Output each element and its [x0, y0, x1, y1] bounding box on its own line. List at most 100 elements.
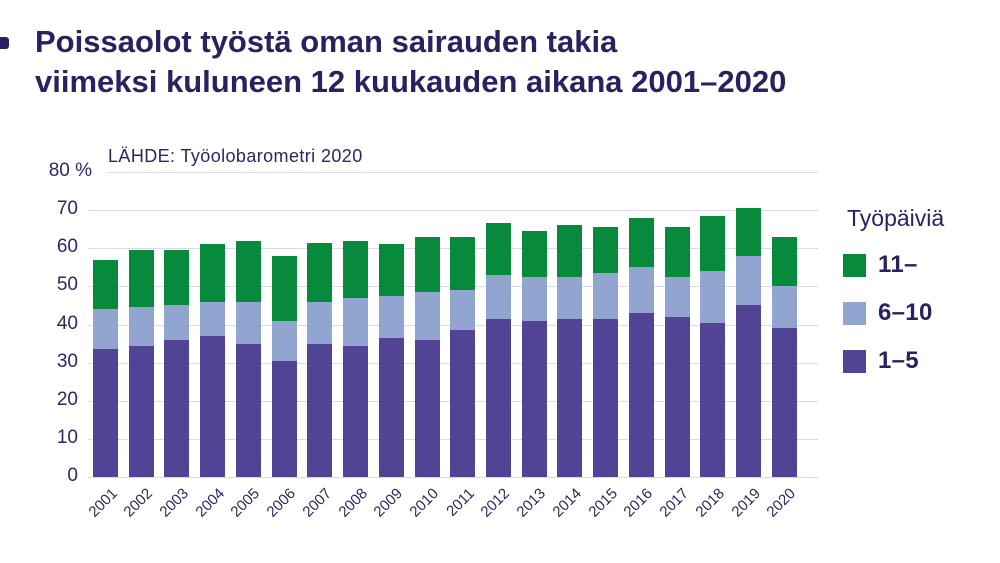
- y-tick-label-0: 0: [67, 465, 78, 486]
- bar-segment-2015-6–10: [593, 273, 619, 319]
- y-tick-label-60: 60: [56, 236, 78, 258]
- bar-segment-2020-11–: [771, 236, 797, 287]
- gridline-70: [88, 210, 818, 212]
- bar-segment-2005-11–: [235, 240, 261, 302]
- y-tick-label-10: 10: [56, 426, 78, 448]
- bar-segment-2007-1–5: [307, 343, 333, 477]
- x-tick-label-2020: 2020: [763, 485, 800, 521]
- legend-item-6–10: 6–10: [843, 299, 933, 327]
- gridline-0: [88, 477, 818, 478]
- y-tick-label-30: 30: [56, 350, 78, 372]
- bar-segment-2008-6–10: [343, 297, 368, 346]
- bar-segment-2002-6–10: [128, 307, 154, 346]
- bar-segment-2002-1–5: [128, 345, 154, 477]
- legend-swatch-icon: [843, 349, 866, 373]
- bar-segment-2001-6–10: [93, 309, 118, 350]
- x-tick-label-2014: 2014: [549, 485, 585, 521]
- bar-segment-2007-11–: [307, 242, 333, 302]
- x-tick-label-2004: 2004: [192, 485, 228, 521]
- bar-segment-2016-11–: [628, 217, 654, 268]
- x-tick-label-2010: 2010: [406, 485, 443, 521]
- bar-segment-2012-11–: [485, 223, 511, 275]
- bar-segment-2017-6–10: [664, 276, 690, 317]
- source-label: LÄHDE: Työolobarometri 2020: [108, 146, 363, 166]
- x-tick-label-2008: 2008: [334, 485, 371, 521]
- bar-segment-2011-11–: [450, 236, 476, 291]
- bar-segment-2003-11–: [164, 250, 190, 306]
- y-tick-label-50: 50: [56, 274, 78, 296]
- bar-segment-2009-1–5: [378, 337, 404, 477]
- bar-segment-2010-6–10: [414, 292, 440, 340]
- legend-title: Työpäiviä: [847, 205, 945, 231]
- bar-segment-2002-11–: [128, 250, 154, 308]
- bar-segment-2012-6–10: [485, 275, 511, 319]
- x-tick-label-2002: 2002: [120, 485, 157, 521]
- bar-segment-2006-1–5: [271, 360, 297, 477]
- bar-segment-2003-6–10: [164, 305, 190, 340]
- bar-segment-2011-1–5: [450, 330, 476, 477]
- bar-segment-2006-11–: [271, 255, 297, 321]
- x-tick-label-2012: 2012: [477, 485, 514, 521]
- x-tick-label-2015: 2015: [584, 485, 621, 521]
- x-tick-label-2013: 2013: [513, 485, 550, 521]
- y-tick-label-20: 20: [56, 388, 78, 410]
- bar-segment-2014-11–: [557, 225, 583, 277]
- bar-segment-2015-11–: [593, 227, 619, 273]
- bar-segment-2019-1–5: [736, 305, 761, 477]
- bar-segment-2008-11–: [343, 240, 368, 298]
- bar-segment-2018-6–10: [700, 271, 726, 323]
- bar-segment-2010-11–: [414, 236, 440, 293]
- bar-segment-2014-6–10: [557, 276, 583, 319]
- bar-segment-2007-6–10: [307, 301, 333, 344]
- bar-segment-2005-6–10: [235, 301, 261, 344]
- bar-segment-2013-6–10: [521, 276, 547, 321]
- bar-segment-2009-6–10: [378, 295, 404, 338]
- legend-swatch-icon: [843, 301, 866, 325]
- chart-title: Poissaolot työstä oman sairauden takia v…: [35, 22, 786, 101]
- chart-title-line-2: viimeksi kuluneen 12 kuukauden aikana 20…: [35, 63, 787, 99]
- x-tick-label-2005: 2005: [227, 485, 264, 521]
- legend: Työpäiviä 11– 6–10 1–5: [843, 205, 993, 385]
- bar-segment-2013-1–5: [521, 320, 547, 477]
- legend-item-label: 11–: [878, 251, 918, 278]
- bar-segment-2001-1–5: [93, 349, 118, 477]
- y-tick-label-80: 80 %: [48, 160, 92, 181]
- y-tick-label-70: 70: [56, 198, 78, 220]
- bar-segment-2019-6–10: [736, 255, 761, 306]
- bar-segment-2004-6–10: [200, 301, 226, 336]
- bar-segment-2019-11–: [736, 208, 761, 256]
- bar-segment-2020-1–5: [771, 328, 797, 477]
- x-tick-label-2009: 2009: [370, 485, 407, 521]
- plot-area: 2001 2002 2003 2004 2005 2006 2007 2008 2009 2010…: [85, 172, 818, 521]
- bar-segment-2017-1–5: [664, 316, 690, 477]
- x-tick-label-2016: 2016: [620, 485, 657, 521]
- x-tick-label-2019: 2019: [727, 485, 764, 521]
- y-tick-label-40: 40: [56, 312, 78, 334]
- bar-segment-2018-11–: [700, 215, 726, 272]
- x-tick-label-2001: 2001: [84, 485, 121, 521]
- bar-segment-2016-6–10: [628, 267, 654, 314]
- legend-item-1–5: 1–5: [843, 347, 919, 375]
- bar-segment-2015-1–5: [593, 318, 619, 477]
- bar-segment-2006-6–10: [271, 320, 297, 361]
- bar-segment-2018-1–5: [700, 322, 726, 477]
- gridline-80: [108, 172, 818, 173]
- x-tick-label-2018: 2018: [692, 485, 728, 521]
- legend-item-label: 6–10: [878, 299, 933, 326]
- chart-title-line-1: Poissaolot työstä oman sairauden takia: [35, 24, 618, 59]
- bar-segment-2010-1–5: [414, 339, 440, 477]
- legend-item-label: 1–5: [878, 347, 919, 374]
- x-tick-label-2007: 2007: [299, 485, 335, 521]
- bar-segment-2008-1–5: [343, 345, 368, 477]
- bar-segment-2001-11–: [93, 259, 118, 310]
- legend-swatch-icon: [843, 253, 866, 277]
- bar-segment-2005-1–5: [235, 343, 261, 477]
- x-tick-label-2006: 2006: [263, 485, 300, 521]
- x-tick-label-2011: 2011: [442, 485, 478, 520]
- bar-segment-2020-6–10: [771, 286, 797, 329]
- bar-segment-2014-1–5: [557, 318, 583, 477]
- x-tick-label-2017: 2017: [656, 485, 693, 521]
- bar-segment-2003-1–5: [164, 339, 190, 477]
- bar-segment-2004-11–: [200, 244, 226, 302]
